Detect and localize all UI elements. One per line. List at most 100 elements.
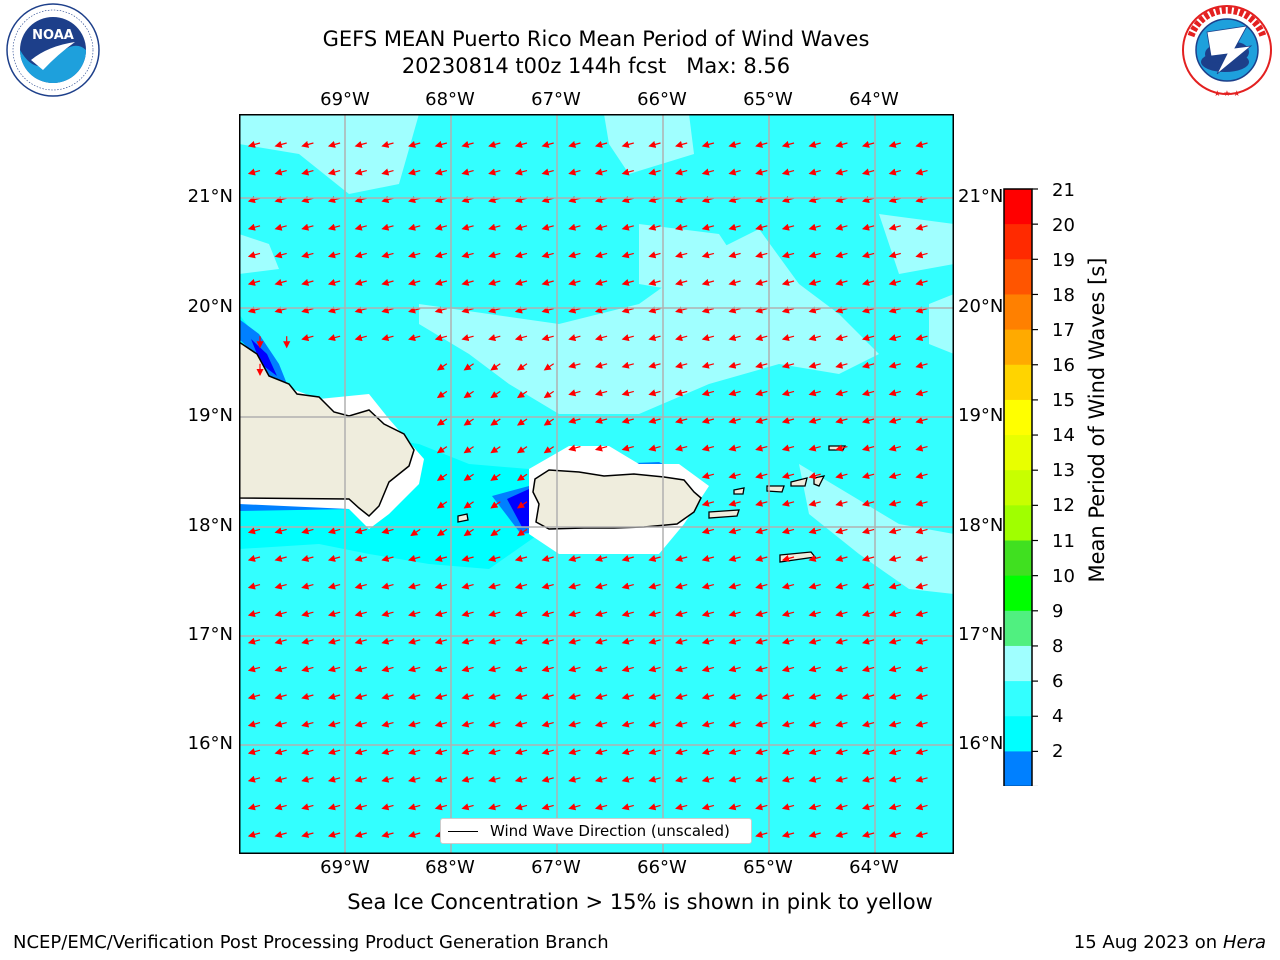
wind-wave-arrow — [648, 775, 661, 783]
wind-wave-arrow — [461, 720, 474, 728]
wind-wave-arrow — [888, 554, 901, 562]
wind-wave-arrow — [490, 473, 501, 481]
wind-wave-arrow — [514, 140, 528, 148]
wind-wave-arrow — [488, 251, 501, 259]
wind-wave-arrow — [728, 637, 741, 645]
wind-wave-arrow — [808, 140, 821, 148]
hispaniola-landmass — [239, 341, 415, 518]
wind-wave-arrow — [381, 278, 394, 286]
colorbar-segment — [1004, 399, 1032, 436]
wind-wave-arrow — [327, 582, 341, 590]
wind-wave-arrow — [301, 775, 314, 783]
wind-wave-arrow — [490, 363, 501, 371]
wind-wave-arrow — [781, 527, 795, 535]
wind-wave-arrow — [781, 692, 795, 700]
wind-wave-arrow — [755, 140, 768, 148]
wind-wave-arrow — [488, 223, 501, 231]
wind-wave-arrow — [888, 168, 901, 176]
svg-text:★ ★ ★: ★ ★ ★ — [1214, 89, 1241, 98]
wind-wave-arrow — [808, 223, 821, 231]
wind-wave-arrow — [381, 665, 394, 673]
wind-wave-arrow — [915, 499, 928, 507]
wind-wave-arrow — [594, 334, 608, 342]
wind-wave-arrow — [835, 775, 848, 783]
lat-label-right: 16°N — [958, 733, 1004, 754]
wind-wave-arrow — [755, 444, 768, 452]
wind-wave-arrow — [728, 140, 741, 148]
wind-wave-arrow — [861, 665, 875, 673]
wind-wave-arrow — [327, 748, 341, 756]
wind-wave-arrow — [888, 361, 901, 369]
wind-wave-arrow — [675, 582, 688, 590]
wind-wave-arrow — [861, 775, 875, 783]
wind-wave-arrow — [888, 830, 901, 838]
footer-machine: Hera — [1222, 932, 1266, 953]
wind-wave-arrow — [861, 610, 875, 618]
wind-wave-arrow — [434, 334, 448, 342]
wind-wave-arrow — [541, 223, 554, 231]
wind-wave-arrow — [434, 223, 448, 231]
wind-wave-arrow — [594, 582, 608, 590]
wind-wave-arrow — [648, 223, 661, 231]
wind-wave-arrow — [915, 306, 928, 314]
wind-wave-arrow — [835, 168, 848, 176]
wind-wave-arrow — [327, 803, 341, 811]
wind-wave-arrow — [861, 140, 875, 148]
wind-wave-arrow — [808, 251, 821, 259]
wind-wave-arrow — [861, 748, 875, 756]
wind-wave-arrow — [728, 610, 741, 618]
lon-label-bottom: 67°W — [531, 857, 581, 878]
lon-label-bottom: 64°W — [849, 857, 899, 878]
wind-wave-arrow — [461, 306, 474, 314]
wind-wave-arrow — [675, 278, 688, 286]
wind-wave-arrow — [488, 692, 501, 700]
wind-wave-arrow — [541, 748, 554, 756]
wind-wave-arrow — [808, 748, 821, 756]
wind-wave-arrow — [648, 140, 661, 148]
wind-wave-arrow — [514, 665, 528, 673]
wind-wave-arrow — [594, 389, 608, 397]
wind-wave-arrow — [728, 278, 741, 286]
wind-wave-arrow — [835, 334, 848, 342]
wind-wave-arrow — [728, 803, 741, 811]
wind-wave-arrow — [808, 720, 821, 728]
wind-wave-arrow — [594, 692, 608, 700]
wind-wave-arrow — [915, 582, 928, 590]
wind-wave-arrow — [701, 416, 715, 424]
wind-wave-arrow — [568, 692, 581, 700]
wind-wave-arrow — [675, 168, 688, 176]
lat-label-left: 19°N — [187, 405, 233, 426]
wind-wave-arrow — [861, 334, 875, 342]
wind-wave-arrow — [517, 418, 528, 426]
wind-wave-arrow — [247, 527, 261, 535]
colorbar-segment — [1004, 329, 1032, 366]
wind-wave-arrow — [568, 416, 581, 424]
wind-wave-arrow — [327, 223, 341, 231]
wind-wave-arrow — [543, 446, 555, 454]
wind-wave-arrow — [434, 168, 448, 176]
wind-wave-arrow — [327, 334, 341, 342]
wind-wave-arrow — [490, 501, 501, 509]
wind-wave-arrow — [381, 637, 394, 645]
wind-wave-arrow — [327, 637, 341, 645]
wind-wave-arrow — [888, 637, 901, 645]
wind-wave-arrow — [621, 775, 634, 783]
wind-wave-arrow — [274, 306, 287, 314]
wind-wave-arrow — [301, 610, 314, 618]
wind-wave-arrow — [621, 168, 634, 176]
wind-wave-arrow — [354, 251, 367, 259]
wind-wave-arrow — [461, 637, 474, 645]
wind-wave-arrow — [728, 416, 741, 424]
wind-wave-arrow — [755, 775, 768, 783]
wind-wave-arrow — [835, 637, 848, 645]
wind-wave-arrow — [301, 334, 314, 342]
wind-wave-arrow — [354, 306, 367, 314]
wind-wave-arrow — [808, 803, 821, 811]
wind-wave-arrow — [781, 472, 795, 480]
wind-wave-arrow — [514, 251, 528, 259]
wind-wave-arrow — [594, 444, 608, 452]
wind-wave-arrow — [408, 306, 421, 314]
wind-wave-arrow — [381, 334, 394, 342]
wind-wave-arrow — [274, 582, 287, 590]
wind-wave-arrow — [621, 692, 634, 700]
